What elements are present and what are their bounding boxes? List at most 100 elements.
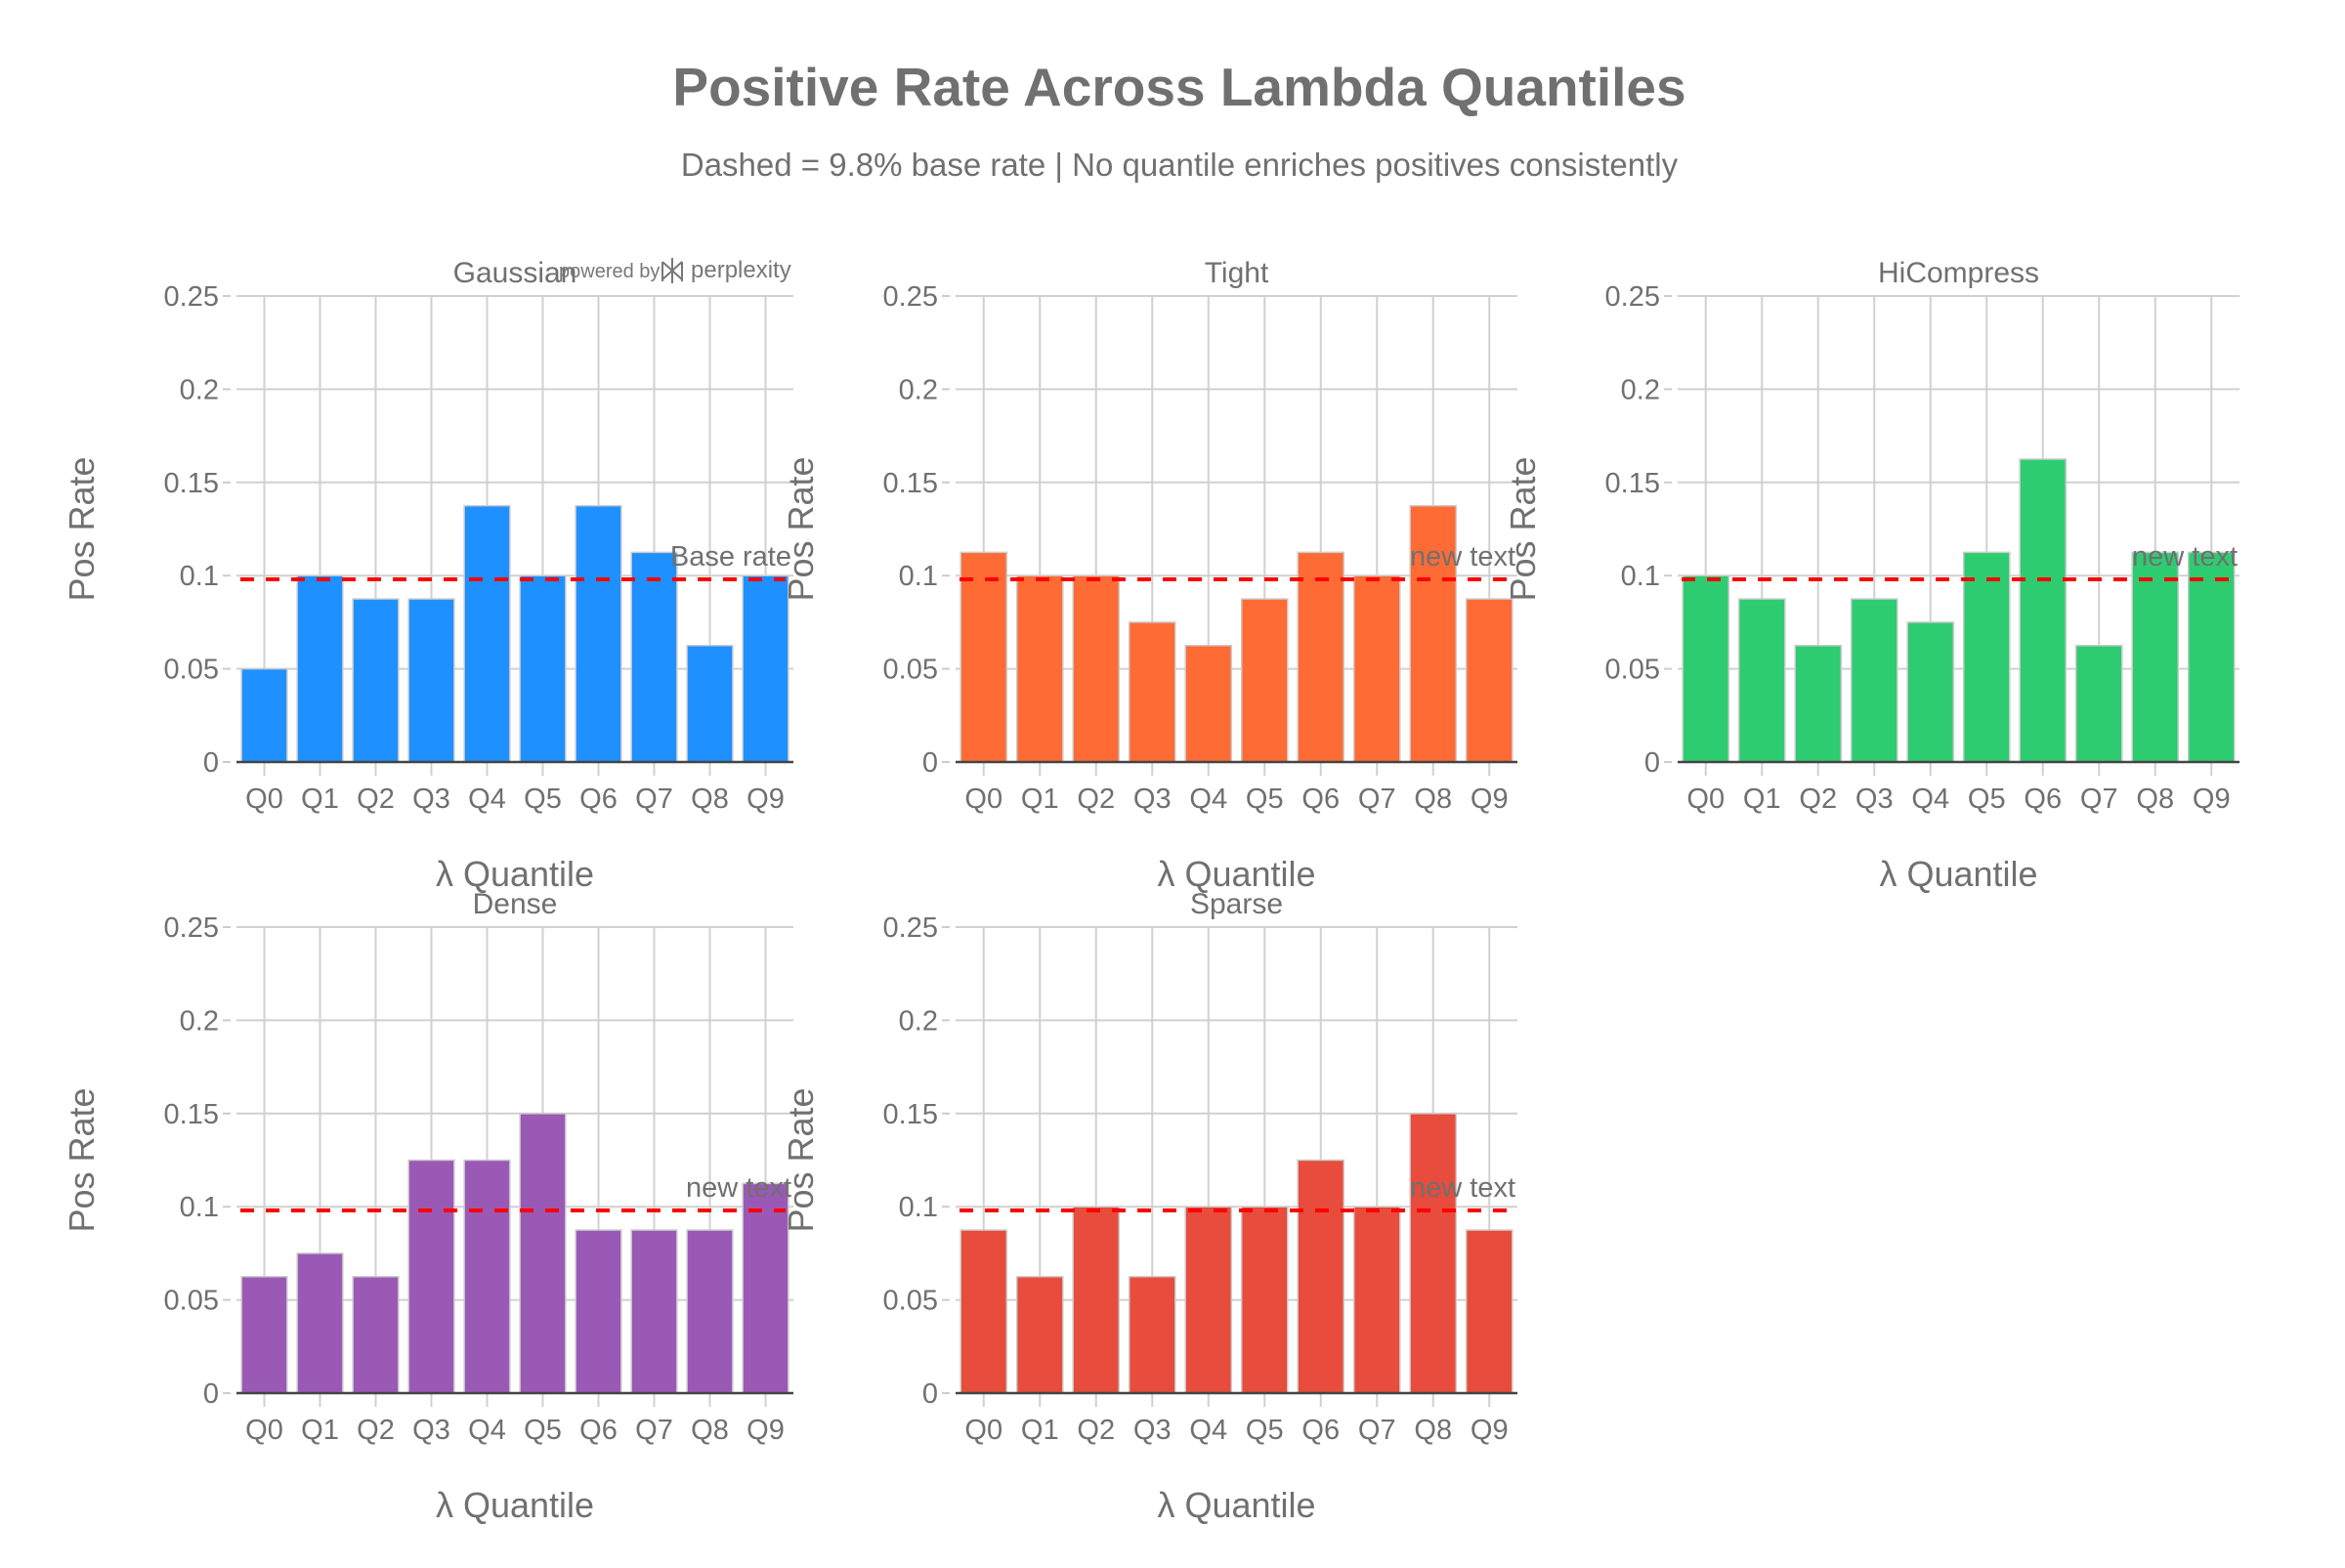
- y-tick-label: 0.05: [883, 1286, 938, 1317]
- x-tick-label: Q5: [524, 784, 562, 815]
- bar-q6: [575, 1229, 622, 1394]
- bar-q7: [1352, 1206, 1401, 1394]
- bar-q9: [2187, 551, 2236, 763]
- y-tick-label: 0.2: [899, 374, 938, 405]
- y-tick-label: 0.1: [180, 1192, 219, 1223]
- bar-q7: [630, 1229, 678, 1394]
- x-tick-label: Q4: [1911, 784, 1949, 815]
- y-tick-label: 0.15: [883, 1099, 938, 1130]
- chart-subtitle: Dashed = 9.8% base rate | No quantile en…: [681, 147, 1679, 183]
- y-axis-title: Pos Rate: [1503, 456, 1543, 601]
- x-axis-title: λ Quantile: [1157, 1485, 1315, 1525]
- bar-q1: [1737, 598, 1786, 763]
- y-tick-label: 0.25: [883, 912, 938, 944]
- x-tick-label: Q8: [1414, 784, 1452, 815]
- bar-q0: [240, 667, 288, 763]
- x-tick-label: Q8: [1414, 1415, 1452, 1446]
- bar-q3: [1128, 621, 1176, 763]
- bar-q3: [1128, 1276, 1176, 1394]
- bar-q4: [463, 504, 511, 763]
- bar-q2: [1072, 1206, 1121, 1394]
- x-tick-label: Q9: [746, 1415, 785, 1446]
- x-tick-label: Q5: [1968, 784, 2006, 815]
- bar-q4: [463, 1159, 511, 1394]
- x-tick-label: Q0: [245, 1415, 283, 1446]
- y-tick-label: 0: [1644, 747, 1660, 779]
- x-tick-label: Q2: [1077, 1415, 1115, 1446]
- x-tick-label: Q6: [579, 1415, 618, 1446]
- chart-title: Positive Rate Across Lambda Quantiles: [672, 57, 1685, 117]
- bar-q5: [519, 574, 567, 763]
- x-tick-label: Q4: [468, 784, 506, 815]
- y-tick-label: 0.1: [180, 561, 219, 592]
- x-tick-label: Q0: [245, 784, 283, 815]
- x-tick-label: Q0: [964, 1415, 1002, 1446]
- y-tick-label: 0.1: [899, 561, 938, 592]
- bar-q8: [686, 1229, 734, 1394]
- y-tick-label: 0.2: [180, 374, 219, 405]
- bar-q3: [1850, 598, 1898, 763]
- bar-q5: [1962, 551, 2011, 763]
- x-tick-label: Q1: [301, 784, 339, 815]
- x-tick-label: Q3: [1133, 1415, 1172, 1446]
- x-tick-label: Q3: [412, 1415, 450, 1446]
- x-axis-title: λ Quantile: [1879, 854, 2037, 894]
- bar-q6: [1297, 1159, 1345, 1394]
- x-tick-label: Q3: [412, 784, 450, 815]
- bar-q2: [352, 1276, 400, 1394]
- bar-q4: [1184, 645, 1233, 763]
- bar-q5: [519, 1113, 567, 1394]
- base-rate-annotation: new text: [1410, 541, 1515, 572]
- bar-q5: [1240, 1206, 1289, 1394]
- y-tick-label: 0.05: [883, 655, 938, 686]
- y-tick-label: 0.2: [180, 1005, 219, 1037]
- x-tick-label: Q5: [524, 1415, 562, 1446]
- base-rate-annotation: new text: [2132, 541, 2238, 572]
- base-rate-annotation: Base rate: [670, 541, 791, 572]
- bar-q7: [2074, 645, 2123, 763]
- y-tick-label: 0.2: [1621, 374, 1660, 405]
- x-tick-label: Q3: [1133, 784, 1172, 815]
- bar-q9: [1465, 598, 1514, 763]
- x-tick-label: Q7: [1358, 1415, 1396, 1446]
- bar-q4: [1184, 1206, 1233, 1394]
- x-tick-label: Q8: [691, 784, 729, 815]
- subplot-hicompress: 0 0.05 0.1 0.15 0.2 0.25 Q0 Q1 Q2 Q3 Q4 Q5 Q6 Q7 Q8 Q9 n…: [1503, 257, 2239, 894]
- x-tick-label: Q9: [1471, 784, 1509, 815]
- bar-q6: [1297, 551, 1345, 763]
- y-axis-title: Pos Rate: [781, 1087, 821, 1232]
- x-tick-label: Q5: [1246, 1415, 1284, 1446]
- subplot-title: Dense: [473, 888, 558, 920]
- y-tick-label: 0.25: [883, 281, 938, 313]
- y-tick-label: 0.1: [1621, 561, 1660, 592]
- x-tick-label: Q5: [1246, 784, 1284, 815]
- bar-q3: [407, 598, 455, 763]
- x-tick-label: Q1: [1021, 1415, 1059, 1446]
- bar-q9: [742, 574, 789, 763]
- bar-q8: [2131, 551, 2180, 763]
- y-tick-label: 0.1: [899, 1192, 938, 1223]
- y-tick-label: 0.2: [899, 1005, 938, 1037]
- x-tick-label: Q0: [1686, 784, 1725, 815]
- y-tick-label: 0.15: [883, 468, 938, 499]
- watermark-brand: perplexity: [691, 257, 791, 283]
- subplot-sparse: 0 0.05 0.1 0.15 0.2 0.25 Q0 Q1 Q2 Q3 Q4 Q5 Q6 Q7 Q8 Q9 n…: [781, 888, 1517, 1525]
- x-tick-label: Q0: [964, 784, 1002, 815]
- subplot-dense: 0 0.05 0.1 0.15 0.2 0.25 Q0 Q1 Q2 Q3 Q4 Q5 Q6 Q7 Q8 Q9 n…: [62, 888, 793, 1525]
- x-tick-label: Q7: [635, 784, 673, 815]
- subplot-title: Sparse: [1190, 888, 1283, 920]
- y-tick-label: 0.05: [1605, 655, 1660, 686]
- x-tick-label: Q8: [691, 1415, 729, 1446]
- bar-q7: [630, 551, 678, 763]
- x-tick-label: Q1: [1021, 784, 1059, 815]
- subplot-tight: 0 0.05 0.1 0.15 0.2 0.25 Q0 Q1 Q2 Q3 Q4 Q5 Q6 Q7 Q8 Q9 n…: [781, 257, 1517, 894]
- bar-q0: [240, 1276, 288, 1394]
- y-axis-title: Pos Rate: [62, 1087, 102, 1232]
- x-axis-title: λ Quantile: [436, 854, 594, 894]
- x-tick-label: Q7: [2080, 784, 2118, 815]
- x-tick-label: Q9: [2193, 784, 2231, 815]
- x-tick-label: Q1: [301, 1415, 339, 1446]
- x-axis-title: λ Quantile: [1157, 854, 1315, 894]
- x-tick-label: Q1: [1743, 784, 1781, 815]
